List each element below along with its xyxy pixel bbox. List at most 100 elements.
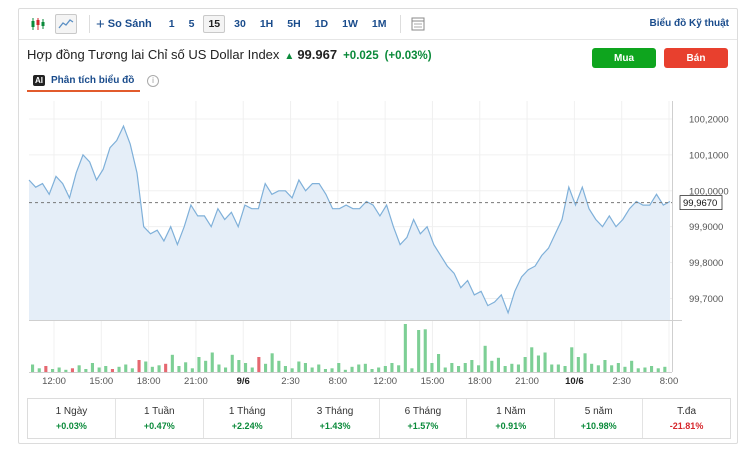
performance-cell[interactable]: T.đa -21.81%	[643, 399, 730, 438]
volume-bar	[277, 360, 281, 373]
performance-period-label: 1 Năm	[496, 406, 526, 417]
timeframe-1d[interactable]: 1D	[314, 18, 329, 30]
instrument-title: Hợp đồng Tương lai Chỉ số US Dollar Inde…	[27, 47, 280, 62]
volume-bar	[650, 366, 654, 372]
volume-bar	[357, 364, 361, 372]
area-chart-icon[interactable]	[55, 14, 77, 34]
volume-bar	[656, 368, 660, 373]
volume-bar	[443, 367, 447, 372]
volume-bar	[190, 368, 194, 373]
x-axis-tick-label: 12:00	[373, 376, 397, 387]
x-axis-tick-label: 10/6	[565, 376, 584, 387]
info-icon[interactable]: i	[147, 75, 159, 87]
buy-button[interactable]: Mua	[592, 48, 656, 68]
x-axis-tick-label: 18:00	[137, 376, 161, 387]
x-axis-tick-label: 18:00	[468, 376, 492, 387]
volume-bar	[383, 366, 387, 372]
performance-change-value: +0.91%	[495, 421, 527, 431]
volume-bar	[323, 369, 327, 372]
x-axis-tick-label: 15:00	[421, 376, 445, 387]
volume-bar	[390, 363, 394, 372]
volume-bar	[550, 364, 554, 372]
volume-bar	[610, 365, 614, 373]
performance-strip: 1 Ngày +0.03% 1 Tuần +0.47% 1 Tháng +2.24% 3 T…	[27, 398, 731, 439]
x-axis-tick-label: 15:00	[89, 376, 113, 387]
volume-bar	[104, 366, 108, 372]
chart-analysis-tab[interactable]: AI Phân tích biểu đồ	[27, 71, 141, 92]
x-axis-tick-label: 21:00	[184, 376, 208, 387]
volume-bar	[330, 368, 334, 373]
volume-bar	[137, 360, 141, 372]
compare-button[interactable]: + So Sánh	[96, 16, 152, 33]
volume-bar	[403, 324, 407, 372]
performance-cell[interactable]: 1 Tháng +2.24%	[204, 399, 292, 438]
performance-cell[interactable]: 1 Năm +0.91%	[467, 399, 556, 438]
x-axis-tick-label: 8:00	[660, 376, 679, 387]
volume-bar	[283, 366, 287, 372]
volume-bar	[51, 369, 55, 372]
volume-bar	[603, 360, 607, 372]
volume-bar	[337, 363, 341, 372]
volume-bar	[250, 367, 254, 372]
timeframe-5[interactable]: 5	[188, 18, 195, 30]
plus-icon: +	[96, 15, 105, 33]
performance-cell[interactable]: 5 năm +10.98%	[555, 399, 644, 438]
volume-bar	[210, 352, 214, 372]
volume-bar	[363, 363, 367, 373]
price-line[interactable]	[28, 124, 671, 315]
candlestick-icon[interactable]	[27, 14, 49, 34]
sell-button[interactable]: Bán	[664, 48, 728, 68]
y-axis-tick-label: 100,2000	[689, 114, 729, 125]
volume-bar	[64, 369, 68, 372]
volume-bar	[97, 367, 101, 372]
performance-cell[interactable]: 6 Tháng +1.57%	[380, 399, 468, 438]
volume-bar	[536, 355, 540, 372]
performance-period-label: 1 Ngày	[55, 406, 88, 417]
volume-bar	[290, 368, 294, 373]
technical-chart-link[interactable]: Biểu đồ Kỹ thuật	[649, 18, 729, 29]
price-area	[29, 126, 670, 320]
timeframe-1h[interactable]: 1H	[259, 18, 274, 30]
performance-change-value: +1.43%	[319, 421, 351, 431]
volume-bar	[90, 363, 94, 372]
volume-bar	[437, 354, 441, 372]
volume-bar	[317, 364, 321, 372]
chart-toolbar: + So Sánh 1 5 15 30 1H 5H 1D 1W 1M Biểu đồ Kỹ th…	[19, 9, 737, 40]
volume-bar	[130, 368, 134, 373]
volume-bar	[483, 345, 487, 373]
performance-change-value: -21.81%	[669, 421, 704, 431]
performance-cell[interactable]: 3 Tháng +1.43%	[292, 399, 380, 438]
volume-bar	[523, 357, 527, 372]
performance-period-label: 5 năm	[584, 406, 613, 417]
chart-widget: + So Sánh 1 5 15 30 1H 5H 1D 1W 1M Biểu đồ Kỹ th…	[18, 8, 738, 444]
current-price-label: 99,9670	[683, 198, 717, 209]
volume-bar	[630, 360, 634, 373]
timeframe-15[interactable]: 15	[203, 15, 226, 33]
timeframe-1m[interactable]: 1M	[371, 18, 387, 30]
y-axis-tick-label: 100,1000	[689, 150, 729, 161]
performance-change-value: +0.47%	[143, 421, 175, 431]
performance-period-label: 1 Tuần	[144, 406, 175, 417]
timeframe-5h[interactable]: 5H	[287, 18, 301, 30]
performance-period-label: 6 Tháng	[404, 406, 442, 417]
timeframe-1w[interactable]: 1W	[342, 18, 358, 30]
performance-cell[interactable]: 1 Ngày +0.03%	[28, 399, 116, 438]
volume-bar	[576, 357, 580, 372]
compare-label: So Sánh	[107, 18, 152, 30]
volume-bar	[70, 368, 74, 373]
volume-bar	[224, 367, 228, 372]
volume-bar	[84, 369, 88, 372]
volume-bar	[270, 353, 274, 373]
timeframe-1[interactable]: 1	[168, 18, 175, 30]
volume-bar	[570, 347, 574, 372]
volume-bar	[556, 364, 560, 372]
price-chart[interactable]: 100,2000 100,1000 100,0000 99,9000 99,8000 99…	[19, 101, 737, 393]
spreadsheet-icon[interactable]	[407, 14, 429, 34]
price-change-percent: (+0.03%)	[384, 50, 432, 62]
volume-bar	[37, 368, 41, 373]
volume-bar	[177, 366, 181, 372]
timeframe-30[interactable]: 30	[234, 18, 246, 30]
performance-cell[interactable]: 1 Tuần +0.47%	[116, 399, 204, 438]
volume-bar	[663, 366, 667, 372]
volume-bar	[110, 369, 114, 372]
